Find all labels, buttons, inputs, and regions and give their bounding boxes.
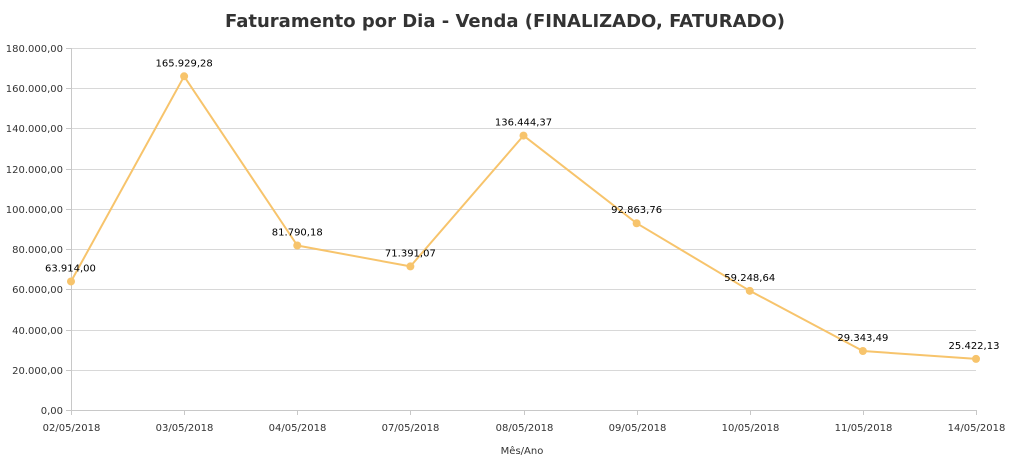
x-tick-label: 14/05/2018 — [948, 423, 1006, 434]
y-tick-label: 40.000,00 — [12, 326, 63, 337]
data-point[interactable] — [519, 131, 528, 140]
data-label: 29.343,49 — [837, 333, 888, 344]
x-tick-label: 04/05/2018 — [269, 423, 327, 434]
data-point[interactable] — [406, 262, 415, 271]
data-label: 71.391,07 — [385, 248, 436, 259]
y-tick-label: 80.000,00 — [12, 245, 63, 256]
x-tick-label: 08/05/2018 — [496, 423, 554, 434]
y-tick-label: 160.000,00 — [6, 84, 63, 95]
chart-title: Faturamento por Dia - Venda (FINALIZADO,… — [225, 11, 785, 32]
x-tick-label: 02/05/2018 — [43, 423, 101, 434]
data-label: 165.929,28 — [155, 58, 212, 69]
data-point[interactable] — [858, 346, 867, 355]
data-point[interactable] — [972, 354, 980, 363]
y-tick-label: 20.000,00 — [12, 366, 63, 377]
y-tick-label: 120.000,00 — [6, 165, 63, 176]
x-tick-label: 07/05/2018 — [382, 423, 440, 434]
x-axis-tick-labels: 02/05/2018 03/05/2018 04/05/2018 07/05/2018… — [43, 423, 1006, 434]
data-points — [67, 72, 980, 363]
data-point[interactable] — [293, 241, 302, 250]
data-labels: 63.914,00 165.929,28 81.790,18 71.391,07 136… — [45, 58, 999, 352]
axes — [66, 48, 977, 415]
data-label: 92.863,76 — [611, 205, 662, 216]
x-tick-label: 11/05/2018 — [835, 423, 893, 434]
data-label: 136.444,37 — [495, 118, 552, 129]
data-label: 25.422,13 — [949, 341, 1000, 352]
y-axis-tick-labels: 0,00 20.000,00 40.000,00 60.000,00 80.000,00… — [6, 44, 63, 417]
data-point[interactable] — [67, 277, 75, 286]
x-tick-label: 09/05/2018 — [609, 423, 667, 434]
y-tick-label: 0,00 — [41, 406, 63, 417]
x-axis-title: Mês/Ano — [501, 445, 544, 457]
x-tick-label: 10/05/2018 — [722, 423, 780, 434]
data-label: 81.790,18 — [272, 228, 323, 239]
y-tick-label: 100.000,00 — [6, 205, 63, 216]
data-point[interactable] — [632, 219, 641, 228]
data-label: 63.914,00 — [45, 263, 96, 274]
y-tick-label: 140.000,00 — [6, 124, 63, 135]
x-tick-label: 03/05/2018 — [156, 423, 214, 434]
data-point[interactable] — [180, 72, 189, 81]
y-tick-label: 180.000,00 — [6, 44, 63, 55]
data-label: 59.248,64 — [724, 273, 775, 284]
data-point[interactable] — [745, 286, 754, 295]
y-tick-label: 60.000,00 — [12, 285, 63, 296]
grid-lines — [71, 48, 976, 371]
